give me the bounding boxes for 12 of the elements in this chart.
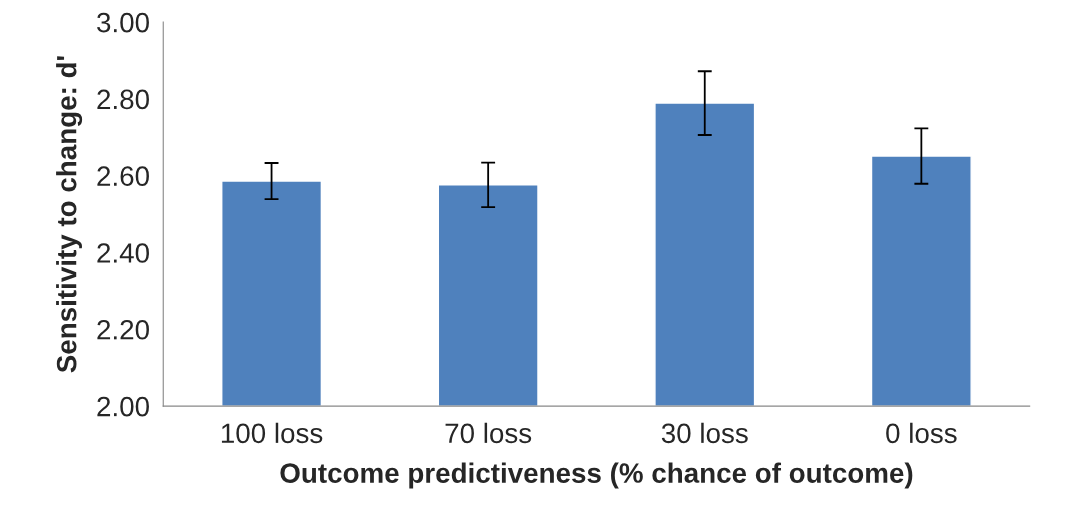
y-tick-label: 3.00	[97, 12, 149, 33]
x-tick-label: 70 loss	[445, 422, 532, 444]
y-axis-title: Sensitivity to change: d'	[56, 56, 83, 373]
y-tick-label: 2.60	[97, 166, 149, 187]
y-tick-label: 2.00	[97, 396, 149, 417]
x-axis-title: Outcome predictiveness (% chance of outcome)	[280, 462, 913, 489]
x-tick-label: 0 loss	[886, 422, 957, 444]
x-tick-label: 30 loss	[661, 422, 748, 444]
y-tick-label: 2.80	[97, 89, 149, 110]
x-tick-label: 100 loss	[221, 422, 323, 444]
y-tick-label: 2.40	[97, 243, 149, 263]
y-tick-label: 2.20	[97, 319, 149, 340]
